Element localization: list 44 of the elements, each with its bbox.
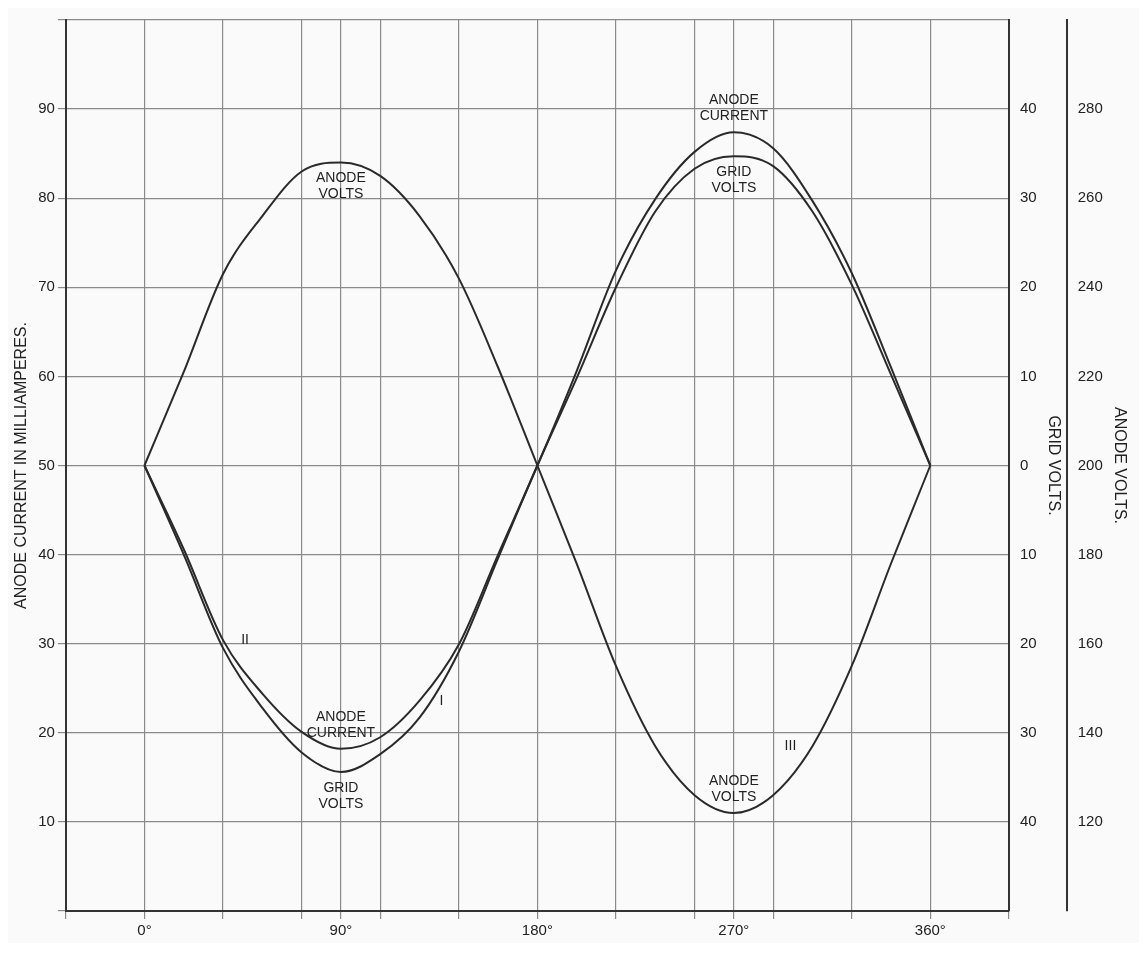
text: ANODE CURRENT — [699, 91, 769, 124]
y3-tick-label: 220 — [1077, 366, 1103, 384]
annotation: I — [439, 691, 444, 708]
y2-tick-label: 10 — [1019, 366, 1037, 384]
y-tick-label: 90 — [38, 99, 55, 117]
x-tick-label: 270° — [718, 921, 750, 939]
y2-tick-label: 20 — [1019, 277, 1037, 295]
y3-tick-label: 140 — [1077, 722, 1103, 740]
y2-tick-label: 20 — [1019, 633, 1037, 651]
y2-tick-label: 30 — [1019, 188, 1037, 206]
x-tick-label: 360° — [914, 921, 946, 939]
y-tick-label: 70 — [38, 277, 55, 295]
y-tick-label: 30 — [38, 633, 55, 651]
text: ANODE VOLTS — [708, 771, 759, 804]
series-label: GRID VOLTS — [711, 163, 757, 196]
y2-tick-label: 30 — [1019, 722, 1037, 740]
x-tick-label: 0° — [137, 921, 152, 939]
y2-tick-label: 10 — [1019, 544, 1037, 562]
y2-axis-title: GRID VOLTS. — [1045, 415, 1063, 516]
series-label: ANODE VOLTS — [316, 169, 366, 202]
y2-tick-label: 40 — [1019, 812, 1037, 830]
x-tick-label: 90° — [329, 921, 353, 939]
y3-tick-label: 260 — [1077, 188, 1103, 206]
y3-tick-label: 240 — [1077, 277, 1103, 295]
y-tick-label: 10 — [38, 812, 55, 830]
y3-tick-label: 160 — [1077, 633, 1103, 651]
y2-tick-label: 40 — [1019, 99, 1037, 117]
y-tick-label: 50 — [38, 455, 55, 473]
x-tick-label: 180° — [521, 921, 553, 939]
y3-tick-label: 180 — [1077, 544, 1103, 562]
y-tick-label: 80 — [38, 188, 55, 206]
y3-tick-label: 200 — [1077, 455, 1103, 473]
annotation: III — [784, 737, 797, 754]
y3-tick-label: 280 — [1077, 99, 1103, 117]
annotation: II — [241, 631, 249, 647]
text: GRID VOLTS — [318, 778, 364, 811]
y2-tick-label: 0 — [1019, 455, 1029, 473]
y-tick-label: 20 — [38, 722, 55, 740]
y-tick-label: 60 — [38, 366, 55, 384]
y-axis-title: ANODE CURRENT IN MILLIAMPERES. — [12, 322, 30, 609]
y3-tick-label: 120 — [1077, 812, 1103, 830]
y-tick-label: 40 — [38, 544, 55, 562]
y3-axis-title: ANODE VOLTS. — [1111, 406, 1129, 525]
series-label: ANODE CURRENT — [306, 707, 376, 740]
